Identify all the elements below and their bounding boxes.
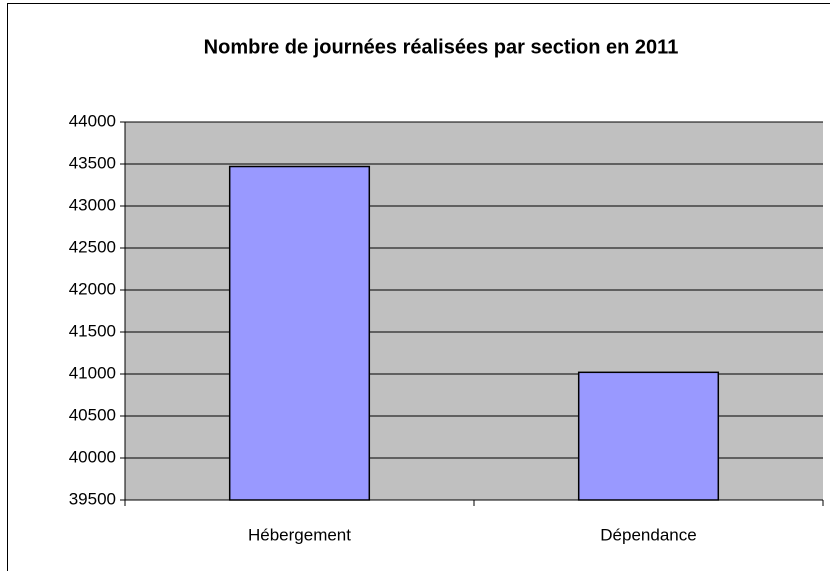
y-tick-label: 42500 xyxy=(69,237,116,256)
y-tick-label: 39500 xyxy=(69,489,116,508)
bar xyxy=(577,371,720,501)
y-tick-label: 41500 xyxy=(69,321,116,340)
x-tick-label: Dépendance xyxy=(600,525,696,544)
y-tick-label: 42000 xyxy=(69,279,116,298)
y-tick-label: 40500 xyxy=(69,405,116,424)
y-tick-label: 41000 xyxy=(69,363,116,382)
bar xyxy=(228,165,371,501)
y-tick-label: 43500 xyxy=(69,153,116,172)
chart-title: Nombre de journées réalisées par section… xyxy=(204,36,679,58)
y-tick-label: 40000 xyxy=(69,447,116,466)
x-tick-label: Hébergement xyxy=(248,525,351,544)
y-tick-label: 43000 xyxy=(69,195,116,214)
y-tick-label: 44000 xyxy=(69,111,116,130)
